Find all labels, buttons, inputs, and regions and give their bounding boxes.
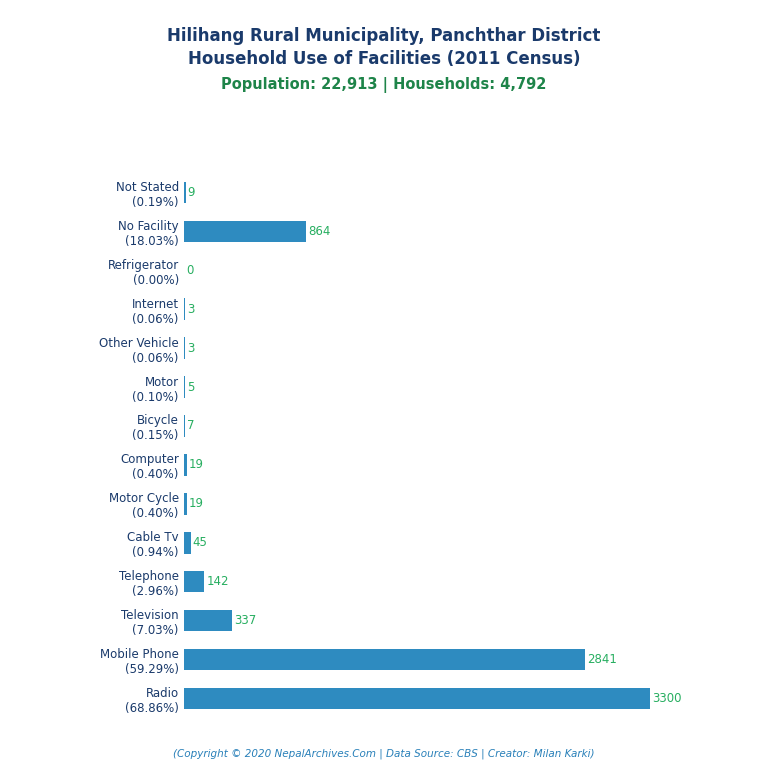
Text: 337: 337	[234, 614, 257, 627]
Bar	[184, 181, 186, 203]
Bar	[184, 493, 187, 515]
Text: Population: 22,913 | Households: 4,792: Population: 22,913 | Households: 4,792	[221, 77, 547, 93]
Bar	[184, 649, 585, 670]
Text: 0: 0	[187, 263, 194, 276]
Text: Hilihang Rural Municipality, Panchthar District: Hilihang Rural Municipality, Panchthar D…	[167, 27, 601, 45]
Text: 2841: 2841	[588, 653, 617, 666]
Text: 9: 9	[187, 186, 195, 199]
Text: 45: 45	[193, 536, 207, 549]
Bar	[184, 571, 204, 592]
Bar	[184, 415, 185, 437]
Bar	[184, 610, 232, 631]
Text: 3: 3	[187, 303, 194, 316]
Text: 3: 3	[187, 342, 194, 355]
Text: 19: 19	[189, 458, 204, 472]
Text: (Copyright © 2020 NepalArchives.Com | Data Source: CBS | Creator: Milan Karki): (Copyright © 2020 NepalArchives.Com | Da…	[174, 748, 594, 759]
Text: Household Use of Facilities (2011 Census): Household Use of Facilities (2011 Census…	[187, 50, 581, 68]
Text: 142: 142	[207, 575, 229, 588]
Text: 3300: 3300	[652, 692, 682, 705]
Bar	[184, 454, 187, 475]
Text: 7: 7	[187, 419, 195, 432]
Bar	[184, 220, 306, 242]
Text: 19: 19	[189, 498, 204, 511]
Text: 864: 864	[309, 225, 331, 238]
Bar	[184, 688, 650, 710]
Bar	[184, 532, 190, 554]
Text: 5: 5	[187, 380, 194, 393]
